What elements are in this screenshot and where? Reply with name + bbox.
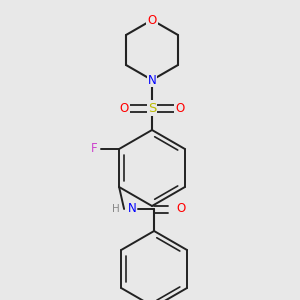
Text: O: O xyxy=(119,101,129,115)
Text: H: H xyxy=(112,204,120,214)
Text: S: S xyxy=(148,101,156,115)
Text: O: O xyxy=(176,101,184,115)
Text: F: F xyxy=(91,142,97,155)
Text: O: O xyxy=(147,14,157,26)
Text: N: N xyxy=(148,74,156,86)
Text: N: N xyxy=(128,202,136,215)
Text: O: O xyxy=(176,202,185,215)
